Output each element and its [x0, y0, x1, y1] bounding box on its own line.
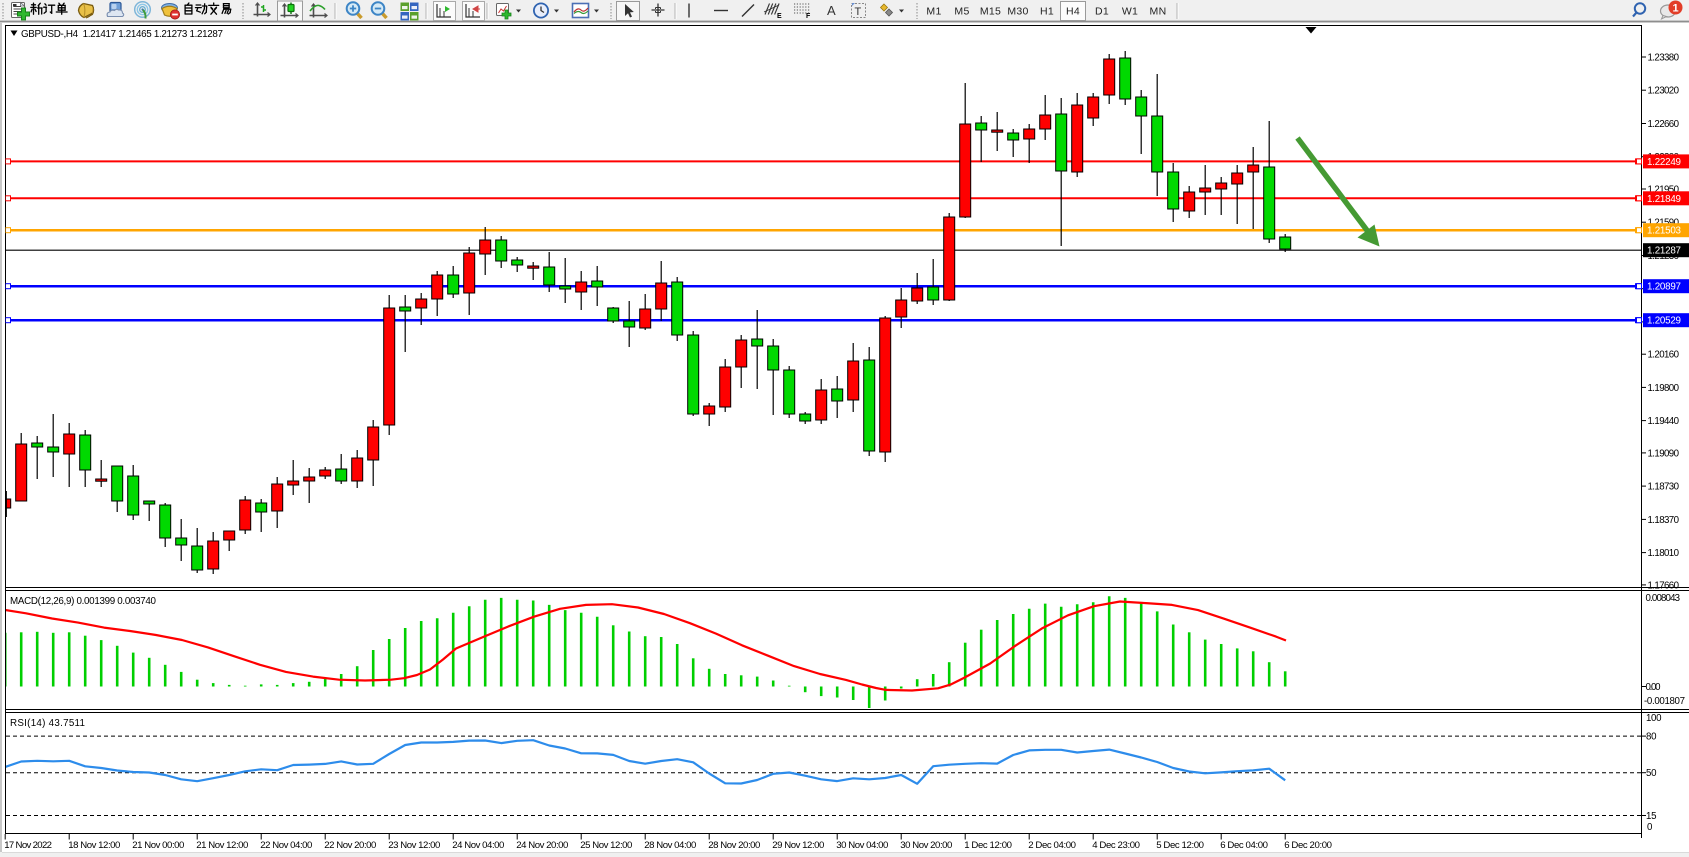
svg-text:21 Nov 12:00: 21 Nov 12:00: [196, 840, 248, 851]
svg-text:MACD(12,26,9) 0.001399 0.00374: MACD(12,26,9) 0.001399 0.003740: [10, 596, 157, 607]
svg-text:M5: M5: [954, 6, 969, 18]
svg-text:H4: H4: [1066, 6, 1080, 18]
svg-text:T: T: [855, 6, 862, 18]
svg-text:28 Nov 20:00: 28 Nov 20:00: [708, 840, 760, 851]
svg-text:25 Nov 12:00: 25 Nov 12:00: [580, 840, 632, 851]
svg-text:1: 1: [1672, 3, 1678, 15]
svg-text:30 Nov 04:00: 30 Nov 04:00: [836, 840, 888, 851]
svg-text:A: A: [827, 3, 836, 18]
svg-text:1.20897: 1.20897: [1647, 282, 1681, 293]
svg-text:1.21287: 1.21287: [1647, 246, 1681, 257]
svg-text:1.22249: 1.22249: [1647, 157, 1681, 168]
svg-text:50: 50: [1646, 768, 1657, 779]
svg-text:1.21503: 1.21503: [1647, 226, 1682, 237]
svg-text:1.17660: 1.17660: [1648, 580, 1680, 591]
svg-text:1.23380: 1.23380: [1648, 53, 1680, 64]
svg-text:4 Dec 23:00: 4 Dec 23:00: [1092, 840, 1140, 851]
svg-text:1.18730: 1.18730: [1648, 482, 1680, 493]
svg-text:1.18010: 1.18010: [1648, 548, 1680, 559]
svg-text:1 Dec 12:00: 1 Dec 12:00: [964, 840, 1012, 851]
svg-text:M15: M15: [980, 6, 1001, 18]
svg-text:1.19090: 1.19090: [1648, 448, 1680, 459]
svg-text:18 Nov 12:00: 18 Nov 12:00: [68, 840, 120, 851]
svg-text:29 Nov 12:00: 29 Nov 12:00: [772, 840, 824, 851]
svg-text:2 Dec 04:00: 2 Dec 04:00: [1028, 840, 1076, 851]
svg-text:1.19800: 1.19800: [1648, 383, 1680, 394]
svg-text:E: E: [777, 13, 782, 20]
svg-text:100: 100: [1646, 713, 1662, 724]
svg-text:1.21849: 1.21849: [1647, 194, 1681, 205]
svg-text:15: 15: [1646, 811, 1657, 822]
svg-text:M1: M1: [926, 6, 941, 18]
svg-text:-0.001807: -0.001807: [1644, 696, 1685, 707]
svg-text:1.21950: 1.21950: [1648, 185, 1680, 196]
svg-text:1.20529: 1.20529: [1647, 316, 1681, 327]
svg-text:M30: M30: [1007, 6, 1028, 18]
svg-text:1.20160: 1.20160: [1648, 350, 1680, 361]
svg-text:0.008043: 0.008043: [1646, 593, 1681, 604]
svg-text:GBPUSD-,H4 1.21417 1.21465 1.: GBPUSD-,H4 1.21417 1.21465 1.21273 1.212…: [21, 29, 223, 40]
svg-text:24 Nov 04:00: 24 Nov 04:00: [452, 840, 504, 851]
svg-text:0: 0: [1647, 822, 1653, 833]
svg-text:1.19440: 1.19440: [1648, 416, 1680, 427]
svg-text:1.22660: 1.22660: [1648, 119, 1680, 130]
svg-text:23 Nov 12:00: 23 Nov 12:00: [388, 840, 440, 851]
svg-text:24 Nov 20:00: 24 Nov 20:00: [516, 840, 568, 851]
svg-text:RSI(14) 43.7511: RSI(14) 43.7511: [10, 718, 85, 729]
svg-text:28 Nov 04:00: 28 Nov 04:00: [644, 840, 696, 851]
svg-text:1.23020: 1.23020: [1648, 86, 1680, 97]
svg-text:22 Nov 20:00: 22 Nov 20:00: [324, 840, 376, 851]
svg-text:5 Dec 12:00: 5 Dec 12:00: [1156, 840, 1204, 851]
svg-text:H1: H1: [1040, 6, 1054, 18]
svg-text:22 Nov 04:00: 22 Nov 04:00: [260, 840, 312, 851]
svg-text:30 Nov 20:00: 30 Nov 20:00: [900, 840, 952, 851]
svg-text:6 Dec 04:00: 6 Dec 04:00: [1220, 840, 1268, 851]
svg-text:MN: MN: [1150, 6, 1167, 18]
svg-text:0.00: 0.00: [1646, 682, 1662, 693]
svg-text:W1: W1: [1122, 6, 1138, 18]
svg-text:80: 80: [1646, 732, 1657, 743]
svg-text:21 Nov 00:00: 21 Nov 00:00: [132, 840, 184, 851]
svg-text:F: F: [806, 13, 811, 20]
svg-text:6 Dec 20:00: 6 Dec 20:00: [1284, 840, 1332, 851]
svg-text:17 Nov 2022: 17 Nov 2022: [4, 840, 52, 851]
svg-text:1.18370: 1.18370: [1648, 515, 1680, 526]
svg-text:D1: D1: [1095, 6, 1109, 18]
